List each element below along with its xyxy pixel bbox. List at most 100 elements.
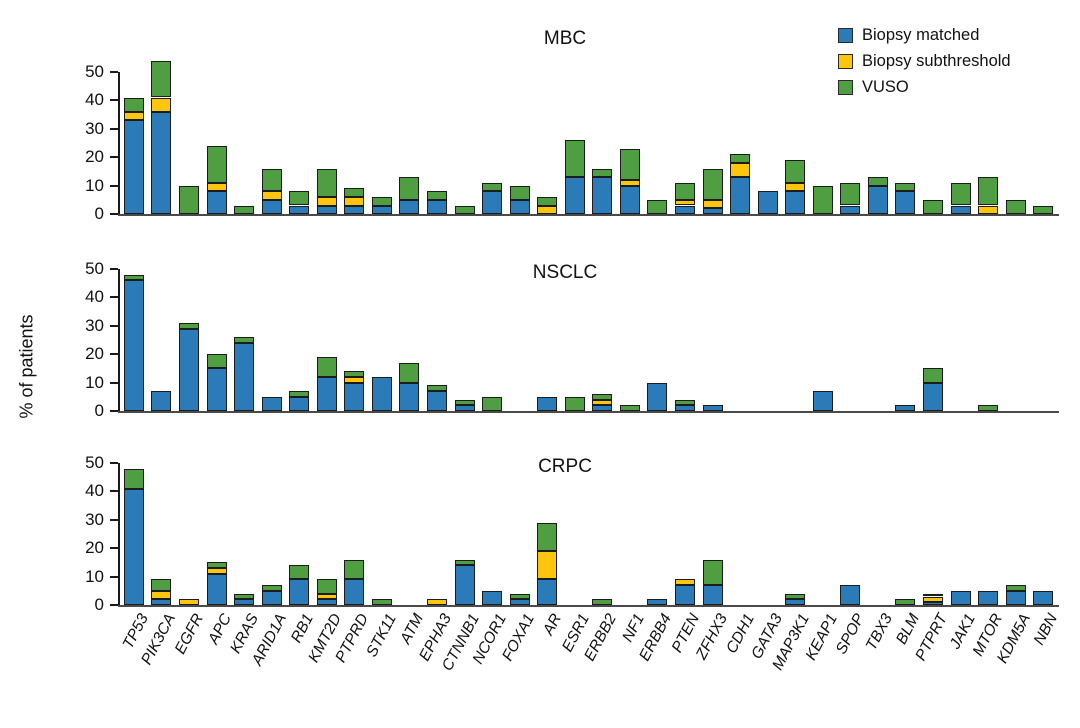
- y-axis-tick: [110, 575, 118, 578]
- bar-nsclc-erbb2-vuso: [592, 394, 613, 400]
- bar-mbc-spop-vuso: [840, 182, 861, 206]
- bar-mbc-ar-subthreshold: [537, 205, 558, 214]
- x-axis-line: [118, 214, 1059, 216]
- y-axis-tick: [110, 268, 118, 270]
- y-axis-tick-label: 30: [85, 118, 104, 138]
- legend-item-vuso: VUSO: [838, 74, 1011, 100]
- bar-crpc-rb1-matched: [289, 579, 310, 605]
- bar-mbc-stk11-matched: [371, 205, 392, 214]
- bar-nsclc-pten-matched: [675, 405, 695, 411]
- bar-mbc-gata3-matched: [757, 191, 778, 214]
- y-axis-tick-label: 10: [85, 175, 104, 195]
- bar-mbc-ptprt-vuso: [923, 199, 943, 214]
- legend-label-biopsy-matched: Biopsy matched: [862, 25, 980, 44]
- bar-mbc-foxa1-vuso: [509, 185, 530, 200]
- bar-crpc-apc-vuso: [206, 562, 227, 569]
- bar-nsclc-apc-vuso: [206, 354, 227, 369]
- bar-nsclc-kras-vuso: [234, 337, 254, 343]
- y-axis-tick: [110, 296, 118, 299]
- bar-mbc-map3k1-subthreshold: [785, 182, 806, 192]
- bar-crpc-kdm5a-vuso: [1005, 585, 1026, 591]
- bar-mbc-nf1-subthreshold: [619, 179, 640, 186]
- bar-mbc-rb1-vuso: [289, 191, 310, 206]
- bar-mbc-jak1-matched: [950, 205, 971, 214]
- y-axis-line: [118, 463, 120, 607]
- bar-nsclc-mtor-vuso: [978, 405, 999, 411]
- y-axis-tick: [110, 410, 118, 412]
- bar-mbc-kmt2d-matched: [316, 205, 337, 214]
- bar-nsclc-tp53-vuso: [123, 274, 144, 281]
- bar-crpc-kmt2d-subthreshold: [316, 593, 337, 600]
- y-axis-title: % of patients: [16, 314, 37, 419]
- bar-nsclc-erbb2-subthreshold: [592, 399, 613, 406]
- bar-mbc-arid1a-matched: [261, 199, 282, 214]
- y-axis-tick: [110, 71, 118, 73]
- bar-mbc-kmt2d-vuso: [316, 168, 337, 197]
- legend-swatch-vuso-icon: [838, 79, 853, 95]
- bar-crpc-kdm5a-matched: [1005, 590, 1026, 605]
- y-axis-tick: [110, 156, 118, 159]
- bar-nsclc-erbb2-matched: [592, 405, 613, 411]
- y-axis-tick-label: 50: [85, 453, 104, 472]
- bar-mbc-cdh1-subthreshold: [730, 162, 751, 178]
- y-axis-tick-label: 10: [85, 566, 104, 586]
- y-axis-tick: [110, 213, 118, 215]
- bar-mbc-tbx3-matched: [867, 185, 888, 214]
- bar-crpc-ptprt-vuso: [923, 593, 943, 597]
- bar-crpc-arid1a-vuso: [261, 585, 282, 591]
- bar-nsclc-esr1-vuso: [564, 396, 585, 411]
- bar-mbc-tp53-matched: [123, 120, 144, 214]
- bar-mbc-blm-vuso: [895, 182, 916, 192]
- bar-crpc-kras-vuso: [234, 593, 254, 600]
- bar-crpc-zfhx3-vuso: [702, 559, 723, 586]
- bar-crpc-tp53-vuso: [123, 468, 144, 489]
- bar-nsclc-atm-vuso: [399, 362, 420, 383]
- bar-crpc-pik3ca-matched: [151, 599, 172, 605]
- bar-mbc-ncor1-vuso: [482, 182, 502, 192]
- bar-mbc-spop-matched: [840, 205, 861, 214]
- bar-crpc-ar-subthreshold: [537, 551, 558, 580]
- bar-nsclc-ctnnb1-matched: [454, 405, 475, 411]
- y-axis-tick-label: 0: [94, 401, 104, 420]
- y-axis-tick-label: 0: [94, 595, 104, 614]
- bar-mbc-kmt2d-subthreshold: [316, 197, 337, 206]
- bar-crpc-jak1-matched: [950, 590, 971, 605]
- bar-mbc-ar-vuso: [537, 197, 558, 206]
- bar-nsclc-blm-matched: [895, 405, 916, 411]
- panel-title-mbc: MBC: [543, 28, 587, 49]
- bar-mbc-esr1-vuso: [564, 140, 585, 178]
- bar-nsclc-nf1-vuso: [619, 405, 640, 411]
- bar-crpc-erbb4-matched: [647, 599, 668, 605]
- bar-crpc-ncor1-matched: [482, 590, 502, 605]
- bar-mbc-mtor-subthreshold: [978, 205, 999, 214]
- bar-mbc-ctnnb1-vuso: [454, 205, 475, 214]
- legend-label-vuso: VUSO: [862, 77, 909, 96]
- bar-mbc-zfhx3-vuso: [702, 168, 723, 200]
- bar-mbc-apc-matched: [206, 191, 227, 214]
- bar-nsclc-ptprd-subthreshold: [344, 376, 365, 383]
- bar-nsclc-ptprd-matched: [344, 382, 365, 411]
- bar-crpc-epha3-subthreshold: [426, 599, 447, 605]
- bar-mbc-nf1-vuso: [619, 148, 640, 180]
- bar-crpc-pten-subthreshold: [675, 579, 695, 586]
- bar-crpc-map3k1-vuso: [785, 593, 806, 600]
- bar-nsclc-epha3-matched: [426, 391, 447, 411]
- bar-nsclc-ncor1-vuso: [482, 396, 502, 411]
- x-axis-line: [118, 605, 1059, 607]
- bar-mbc-nf1-matched: [619, 185, 640, 214]
- legend-item-biopsy-matched: Biopsy matched: [838, 22, 1011, 48]
- y-axis-tick-label: 30: [85, 509, 104, 529]
- bar-crpc-spop-matched: [840, 585, 861, 605]
- bar-nsclc-ptprt-vuso: [923, 368, 943, 383]
- bar-crpc-stk11-vuso: [371, 599, 392, 605]
- bar-nsclc-rb1-vuso: [289, 391, 310, 397]
- y-axis-tick-label: 40: [85, 481, 104, 501]
- bar-crpc-mtor-matched: [978, 590, 999, 605]
- bar-mbc-ptprd-vuso: [344, 188, 365, 197]
- bar-crpc-ptprd-vuso: [344, 559, 365, 580]
- y-axis-tick: [110, 99, 118, 102]
- y-axis-tick: [110, 381, 118, 384]
- bar-crpc-ar-matched: [537, 579, 558, 605]
- panel-title-nsclc: NSCLC: [532, 262, 598, 283]
